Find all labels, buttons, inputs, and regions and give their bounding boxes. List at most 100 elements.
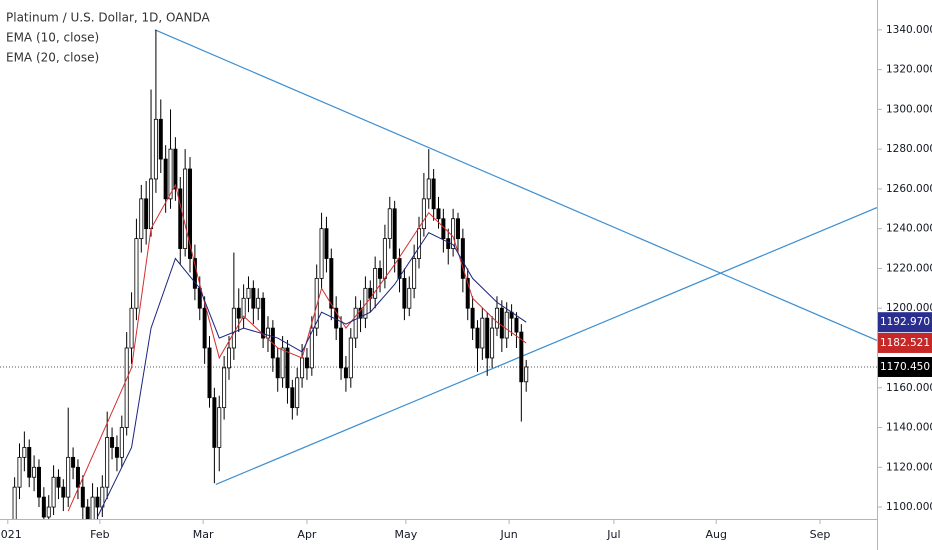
price-label: 1182.521 [880,337,930,349]
y-tick-label: 1260.000 [886,183,932,195]
x-tick-label: Jul [606,528,620,541]
candle-body [226,347,231,369]
candle-body [163,158,168,200]
candle-body [490,327,495,359]
candle-body [256,297,261,309]
candle-body [275,357,280,379]
price-label: 1170.450 [880,361,930,373]
x-tick-label: Apr [297,528,317,541]
ema-line [67,183,527,512]
candle-body [66,456,71,498]
y-tick-label: 1280.000 [886,143,932,155]
y-tick-label: 1200.000 [886,302,932,314]
candle-body [485,317,490,359]
candle-body [134,238,139,309]
candle-body [153,118,158,180]
candle-body [95,496,100,508]
candle-body [494,307,499,329]
candle-body [285,347,290,389]
candle-body [397,258,402,279]
candle-body [436,208,441,220]
candle-body [407,287,412,309]
candle-body [378,268,383,279]
candle-body [149,178,154,230]
candle-body [110,437,115,448]
candle-body [119,427,124,458]
candle-body [304,357,309,369]
candle-body [455,218,460,240]
candle-body [17,456,22,488]
y-tick-label: 1240.000 [886,223,932,235]
candle-body [75,466,80,488]
price-label-box [878,356,932,377]
candle-body [343,367,348,379]
x-tick-label: Aug [705,528,726,541]
candle-body [465,277,470,309]
ema-line [96,232,527,518]
candle-body [446,238,451,249]
candle-body [114,447,119,458]
x-tick-label: 2021 [0,528,22,541]
price-label: 1192.970 [880,316,930,328]
candle-body [178,188,183,249]
candle-body [129,307,134,349]
candle-body [90,496,95,519]
candle-body [183,168,188,249]
x-tick-label: Sep [810,528,831,541]
candle-body [56,476,61,488]
candle-body [392,208,397,259]
candle-body [217,407,222,448]
candle-body [246,287,251,299]
candle-body [387,208,392,240]
candle-body [168,148,173,200]
candle-body [144,198,149,230]
candle-body [421,198,426,230]
y-tick-label: 1340.000 [886,24,932,36]
candle-body [85,506,90,519]
candle-body [158,118,163,160]
y-tick-label: 1300.000 [886,103,932,115]
candle-body [426,178,431,200]
candle-body [451,218,456,249]
candle-body [80,486,85,508]
candle-body [412,258,417,289]
candle-body [290,387,295,409]
candle-body [12,486,17,519]
candle-body [27,447,32,478]
y-tick-label: 1120.000 [886,461,932,473]
y-tick-label: 1100.000 [886,501,932,513]
candle-body [314,277,319,329]
price-label-box [878,332,932,353]
x-tick-label: May [394,528,417,541]
candle-body [329,258,334,309]
candle-body [41,496,46,518]
x-tick-label: Jun [500,528,518,541]
candle-body [309,327,314,369]
candle-body [212,397,217,448]
candle-body [22,447,27,458]
candle-body [470,307,475,329]
candle-body [188,168,193,259]
candle-body [324,228,329,259]
candle-body [241,297,246,319]
y-tick-label: 1320.000 [886,64,932,76]
candle-body [504,311,509,339]
candle-body [231,307,236,349]
candle-body [295,377,300,409]
legend-entry: EMA (10, close) [6,31,99,45]
candle-body [36,466,41,498]
candle-body [207,347,212,399]
candle-body [265,327,270,339]
plot-area [0,29,877,519]
price-label-box [878,312,932,333]
candle-body [417,228,422,259]
trendline [154,29,877,341]
candle-body [251,287,256,309]
candle-body [222,367,227,409]
candle-body [348,337,353,379]
candle-body [300,357,305,379]
y-tick-label: 1220.000 [886,262,932,274]
candle-body [261,297,266,339]
candle-body [32,466,37,478]
